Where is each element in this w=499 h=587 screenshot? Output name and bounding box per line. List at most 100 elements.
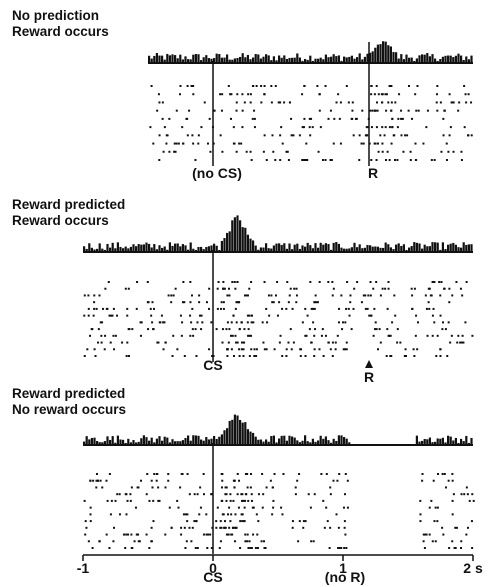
spike-dot — [313, 493, 316, 496]
histogram-bar — [465, 435, 468, 445]
histogram-bar — [202, 57, 205, 63]
histogram-bar — [132, 244, 135, 252]
spike-dot — [419, 520, 422, 523]
histogram-bar — [148, 243, 151, 252]
histogram-bar — [428, 246, 431, 252]
histogram-bar — [145, 242, 148, 252]
spike-dot — [234, 334, 237, 337]
spike-dot — [370, 93, 373, 96]
spike-dot — [455, 526, 458, 529]
spike-dot — [92, 479, 95, 482]
spike-dot — [244, 540, 247, 543]
histogram-bar — [272, 435, 275, 445]
histogram-bar — [140, 244, 143, 252]
panel-3-raster — [83, 473, 475, 549]
spike-dot — [358, 159, 361, 161]
spike-dot — [186, 513, 189, 516]
spike-dot — [209, 533, 212, 536]
histogram-bar — [452, 242, 455, 252]
spike-dot — [161, 117, 164, 120]
histogram-bar — [387, 45, 390, 63]
spike-dot — [192, 93, 195, 96]
spike-dot — [309, 506, 312, 509]
spike-dot — [193, 493, 196, 496]
spike-dot — [103, 348, 106, 351]
spike-dot — [223, 526, 226, 529]
histogram-bar — [231, 419, 234, 445]
spike-dot — [353, 287, 356, 290]
histogram-bar — [418, 441, 421, 445]
histogram-bar — [111, 242, 114, 252]
spike-dot — [99, 321, 102, 324]
histogram-bar — [187, 435, 190, 445]
spike-dot — [362, 142, 365, 145]
spike-dot — [147, 328, 150, 331]
spike-dot — [451, 479, 454, 482]
histogram-bar — [145, 437, 148, 445]
spike-dot — [145, 493, 148, 496]
histogram-bar — [332, 242, 335, 252]
spike-dot — [118, 493, 121, 496]
spike-dot — [257, 493, 260, 496]
spike-dot — [461, 334, 464, 337]
histogram-bar — [119, 439, 122, 445]
histogram-bar — [158, 436, 161, 445]
spike-dot — [371, 109, 374, 112]
histogram-bar — [280, 244, 283, 252]
histogram-bar — [184, 438, 187, 445]
histogram-bar — [462, 242, 465, 252]
spike-dot — [312, 307, 315, 310]
x-tick-label: -1 — [77, 560, 90, 576]
spike-dot — [329, 348, 332, 351]
histogram-bar — [408, 247, 411, 252]
spike-dot — [243, 101, 246, 104]
spike-dot — [266, 321, 269, 324]
spike-dot — [182, 513, 185, 516]
histogram-bar — [135, 442, 138, 445]
spike-dot — [253, 117, 256, 120]
histogram-bar — [298, 442, 301, 445]
spike-dot — [226, 294, 229, 297]
spike-dot — [207, 533, 210, 536]
histogram-bar — [267, 441, 270, 445]
spike-dot — [470, 520, 473, 523]
spike-dot — [265, 159, 268, 161]
histogram-bar — [358, 53, 361, 63]
spike-dot — [225, 493, 228, 496]
spike-dot — [235, 101, 238, 104]
histogram-bar — [436, 60, 439, 63]
histogram-bar — [418, 55, 421, 63]
spike-dot — [396, 159, 399, 161]
spike-dot — [465, 281, 468, 283]
spike-dot — [244, 499, 247, 502]
spike-dot — [186, 117, 189, 120]
spike-dot — [250, 348, 253, 351]
spike-dot — [467, 93, 470, 96]
spike-dot — [224, 526, 227, 529]
histogram-bar — [249, 431, 252, 445]
spike-dot — [251, 85, 254, 87]
spike-dot — [370, 159, 373, 161]
spike-dot — [232, 355, 235, 357]
spike-dot — [177, 506, 180, 509]
histogram-bar — [366, 53, 369, 63]
histogram-bar — [96, 248, 99, 252]
spike-dot — [379, 341, 382, 344]
histogram-bar — [392, 52, 395, 63]
histogram-bar — [241, 227, 244, 252]
histogram-bar — [161, 55, 164, 63]
histogram-bar — [337, 243, 340, 252]
spike-dot — [164, 341, 167, 344]
spike-dot — [439, 294, 442, 297]
histogram-bar — [181, 244, 184, 252]
histogram-bar — [98, 243, 101, 252]
spike-dot — [240, 142, 243, 145]
histogram-bar — [301, 60, 304, 63]
histogram-bar — [309, 442, 312, 445]
spike-dot — [190, 540, 193, 543]
spike-dot — [433, 281, 436, 283]
spike-dot — [263, 348, 266, 351]
spike-dot — [430, 499, 433, 502]
panel-2-reward-arrow-icon — [365, 360, 373, 368]
spike-dot — [222, 281, 225, 283]
